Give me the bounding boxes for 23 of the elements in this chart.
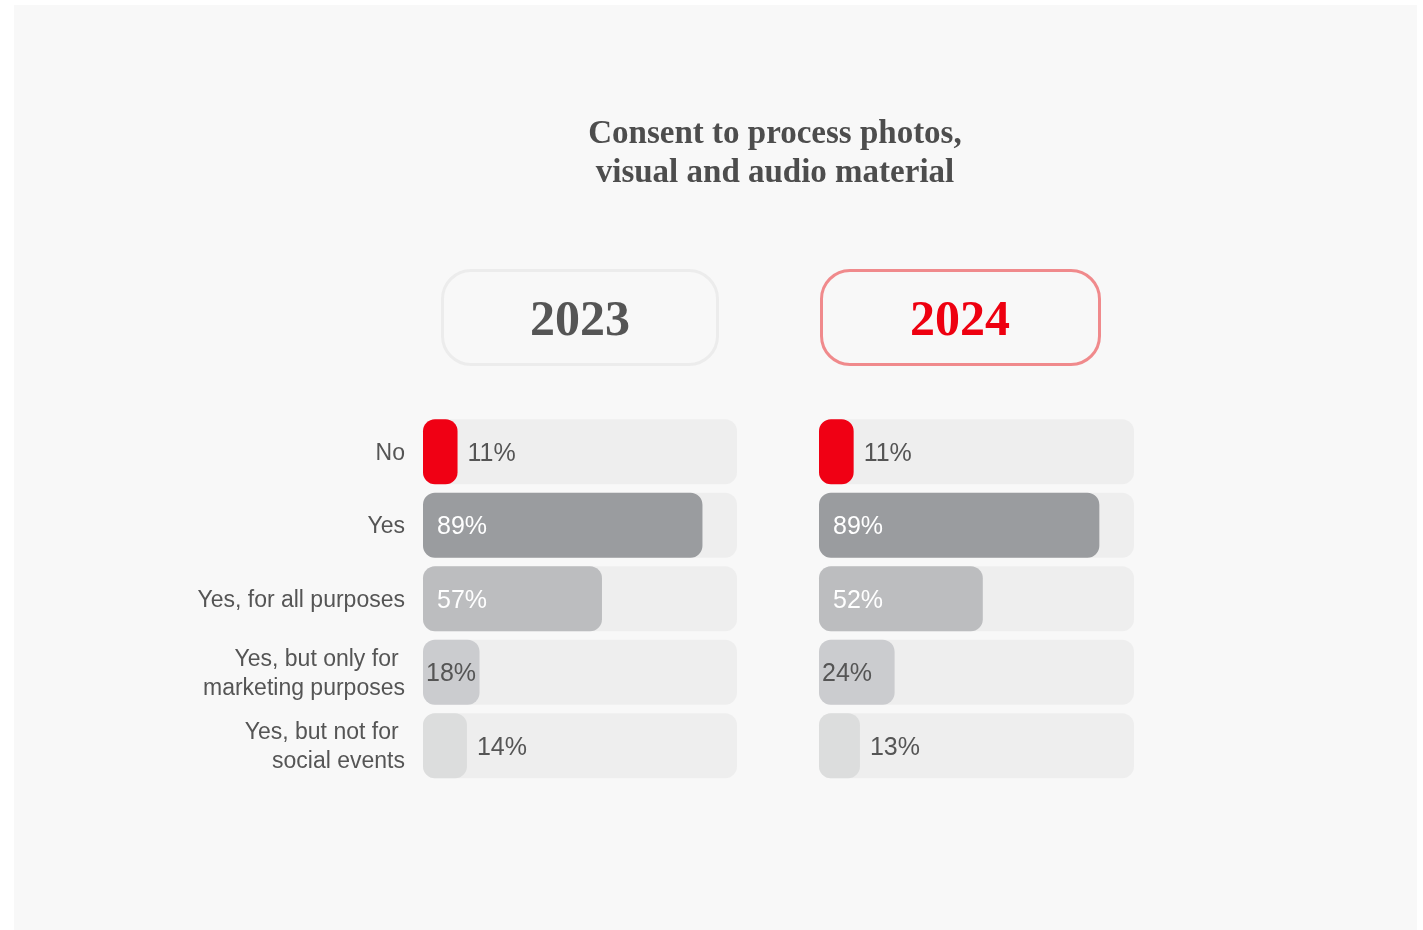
data-label: 11% <box>863 437 912 466</box>
y-tick-label: No <box>375 438 405 465</box>
data-label: 89% <box>833 511 884 540</box>
data-label: 52% <box>833 584 884 613</box>
bar <box>423 713 467 779</box>
data-label: 24% <box>822 658 873 687</box>
y-tick-label: Yes, for all purposes <box>197 585 405 612</box>
chart-subtitle: 2023 <box>530 289 630 346</box>
data-label: 11% <box>467 437 516 466</box>
y-tick-label: Yes, but not for social events <box>244 718 405 774</box>
data-label: 14% <box>476 731 528 760</box>
bar <box>819 639 895 705</box>
data-label: 18% <box>426 658 477 687</box>
bar <box>423 419 458 485</box>
chart-title: Consent to process photos, visual and audio material <box>587 113 963 191</box>
bar <box>819 713 860 779</box>
chart-subtitle: 2024 <box>910 289 1010 346</box>
data-label: 13% <box>869 731 920 760</box>
bar <box>819 419 854 485</box>
y-tick-label: Yes <box>367 512 405 539</box>
data-label: 89% <box>437 511 488 540</box>
data-label: 57% <box>437 584 488 613</box>
y-tick-label: Yes, but only for marketing purposes <box>203 644 405 700</box>
